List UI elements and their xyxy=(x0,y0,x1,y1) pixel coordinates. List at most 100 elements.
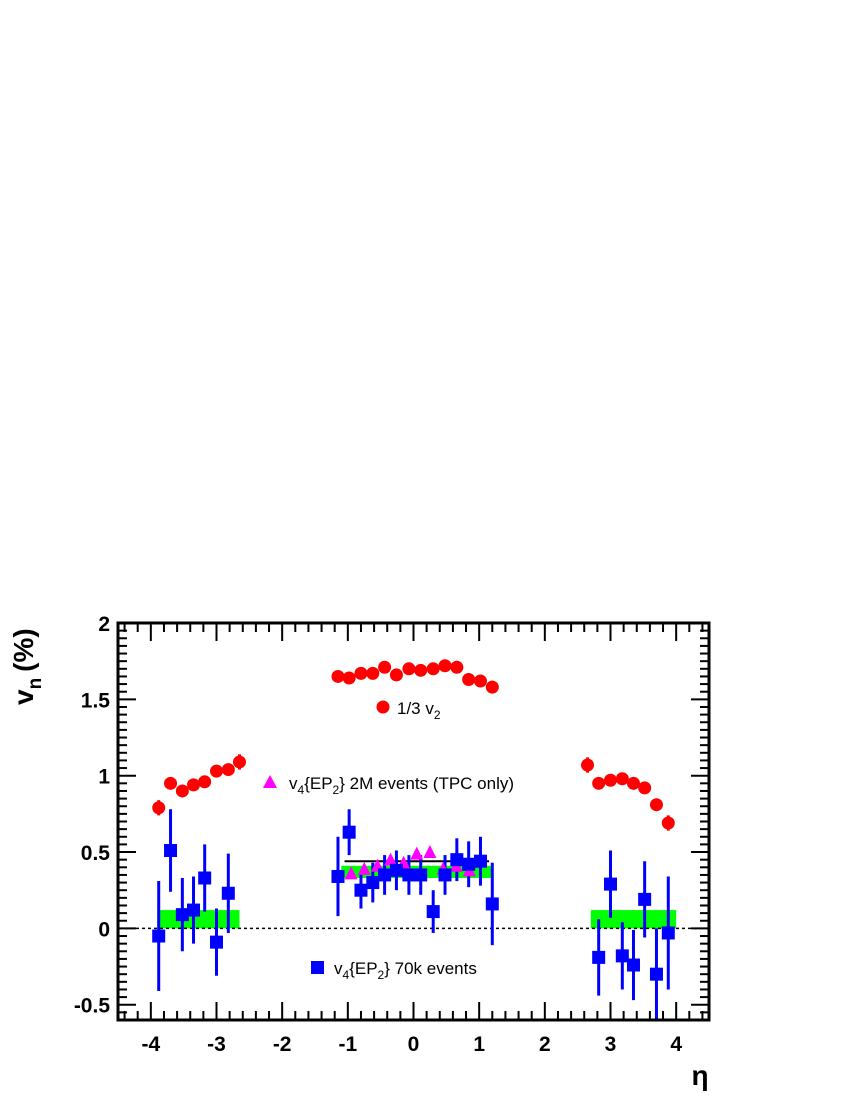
point-square-s2-11 xyxy=(378,868,392,882)
point-circle-s0-15 xyxy=(414,663,428,677)
x-tick-label-4: 0 xyxy=(408,1033,420,1056)
point-square-s2-9 xyxy=(354,883,368,897)
legend-v2-label: 1/3 v xyxy=(397,699,434,718)
y-tick-label-1: 0 xyxy=(98,918,110,941)
point-square-s2-24 xyxy=(626,958,640,972)
point-circle-s0-3 xyxy=(187,778,201,792)
point-circle-s0-13 xyxy=(389,668,403,682)
point-circle-s0-29 xyxy=(661,816,675,830)
x-axis-label: η xyxy=(691,1060,708,1091)
point-circle-s0-28 xyxy=(649,798,663,812)
legend-v4-2M-rest: {EP xyxy=(304,774,332,793)
point-triangle-s1-6 xyxy=(423,845,437,859)
point-circle-s0-0 xyxy=(152,801,166,815)
point-circle-s0-27 xyxy=(638,781,652,795)
y-axis-label: vn (%) xyxy=(8,628,46,705)
point-circle-s0-14 xyxy=(402,662,416,676)
point-square-s2-5 xyxy=(210,935,223,949)
legend-entry-v4-70k: v4{EP2} 70k events xyxy=(311,959,477,982)
point-circle-s0-25 xyxy=(615,772,629,786)
point-circle-s0-22 xyxy=(581,758,595,772)
point-square-s2-16 xyxy=(438,868,452,882)
point-circle-s0-7 xyxy=(232,755,246,769)
point-square-s2-3 xyxy=(187,903,201,917)
y-tick-label-2: 0.5 xyxy=(81,842,111,865)
point-circle-s0-11 xyxy=(366,666,380,680)
point-circle-s0-18 xyxy=(450,660,464,674)
point-square-s2-15 xyxy=(426,905,440,919)
legend-marker-triangle xyxy=(263,775,277,788)
sys-band-2 xyxy=(590,910,677,929)
point-square-s2-27 xyxy=(661,926,675,940)
y-axis-label-main: v xyxy=(8,689,39,705)
tick-labels: -4 -3 -2 -1 0 1 2 3 4 -0.5 0 0.5 1 1.5 2 xyxy=(74,613,683,1056)
y-axis-label-unit: (%) xyxy=(8,628,39,672)
legend-v4-2M-label: v xyxy=(289,774,298,793)
x-tick-label-0: -4 xyxy=(141,1033,160,1056)
point-square-s2-18 xyxy=(462,857,476,871)
point-square-s2-0 xyxy=(152,929,166,943)
legend-marker-square xyxy=(311,961,324,974)
point-circle-s0-8 xyxy=(331,669,345,683)
x-tick-label-3: -1 xyxy=(338,1033,357,1056)
point-circle-s0-6 xyxy=(221,763,235,777)
point-circle-s0-16 xyxy=(426,662,440,676)
y-axis-label-sub: n xyxy=(25,678,46,690)
y-tick-label-3: 1 xyxy=(98,766,110,789)
svg-text:vn(%): vn (%) xyxy=(8,628,46,705)
point-circle-s0-21 xyxy=(485,680,499,694)
point-square-s2-10 xyxy=(366,876,380,890)
y-tick-label-0: -0.5 xyxy=(74,995,111,1018)
point-triangle-s1-3 xyxy=(384,852,398,866)
legend-v4-70k-rest: {EP xyxy=(349,959,377,978)
axis-ticks xyxy=(118,622,709,1020)
point-circle-s0-9 xyxy=(342,671,356,685)
point-square-s2-21 xyxy=(592,950,606,964)
legend-v4-2M-sub: 4 xyxy=(298,783,305,797)
point-circle-s0-17 xyxy=(438,659,452,673)
legend-v4-2M-tail: } 2M events (TPC only) xyxy=(339,774,514,793)
point-square-s2-14 xyxy=(414,868,428,882)
point-circle-s0-26 xyxy=(626,776,640,790)
x-tick-label-7: 3 xyxy=(605,1033,617,1056)
legend-marker-circle xyxy=(376,700,390,714)
legend-v4-70k-tail: } 70k events xyxy=(384,959,477,978)
point-square-s2-4 xyxy=(198,871,212,885)
point-square-s2-12 xyxy=(389,863,403,877)
x-tick-label-5: 1 xyxy=(473,1033,485,1056)
legend-entry-v4-2M: v4{EP2} 2M events (TPC only) xyxy=(263,774,514,797)
point-circle-s0-1 xyxy=(164,776,178,790)
point-square-s2-26 xyxy=(649,967,663,981)
svg-text:v4{EP2} 2M events (TPC only): v4{EP2} 2M events (TPC only) xyxy=(289,774,514,797)
x-tick-label-1: -3 xyxy=(207,1033,226,1056)
point-square-s2-13 xyxy=(402,868,416,882)
x-tick-label-8: 4 xyxy=(670,1033,682,1056)
y-tick-label-5: 2 xyxy=(98,613,110,636)
point-square-s2-19 xyxy=(473,854,487,868)
point-square-s2-25 xyxy=(638,892,652,906)
point-square-s2-8 xyxy=(342,825,356,839)
legend-v4-70k-rest-sub: 2 xyxy=(378,968,385,982)
point-circle-s0-19 xyxy=(462,672,476,686)
point-circle-s0-10 xyxy=(354,666,368,680)
data-markers xyxy=(152,659,675,981)
point-circle-s0-24 xyxy=(604,773,617,787)
point-square-s2-17 xyxy=(450,853,464,867)
x-tick-label-6: 2 xyxy=(539,1033,551,1056)
point-circle-s0-4 xyxy=(198,775,212,789)
legend-v4-70k-sub: 4 xyxy=(343,968,350,982)
point-square-s2-1 xyxy=(164,844,178,858)
legend-v4-70k-label: v xyxy=(334,959,343,978)
legend-v4-2M-rest-sub: 2 xyxy=(333,783,340,797)
point-triangle-s1-1 xyxy=(357,861,371,875)
legend-v2-sub: 2 xyxy=(434,708,441,722)
point-square-s2-6 xyxy=(221,886,235,900)
svg-text:v4{EP2} 70k events: v4{EP2} 70k events xyxy=(334,959,477,982)
point-circle-s0-23 xyxy=(592,776,606,790)
point-circle-s0-5 xyxy=(210,764,223,778)
point-square-s2-2 xyxy=(175,908,189,922)
svg-text:1/3 v2: 1/3 v2 xyxy=(397,699,441,722)
y-tick-label-4: 1.5 xyxy=(81,689,111,712)
point-square-s2-20 xyxy=(485,897,499,911)
point-circle-s0-20 xyxy=(473,674,487,688)
